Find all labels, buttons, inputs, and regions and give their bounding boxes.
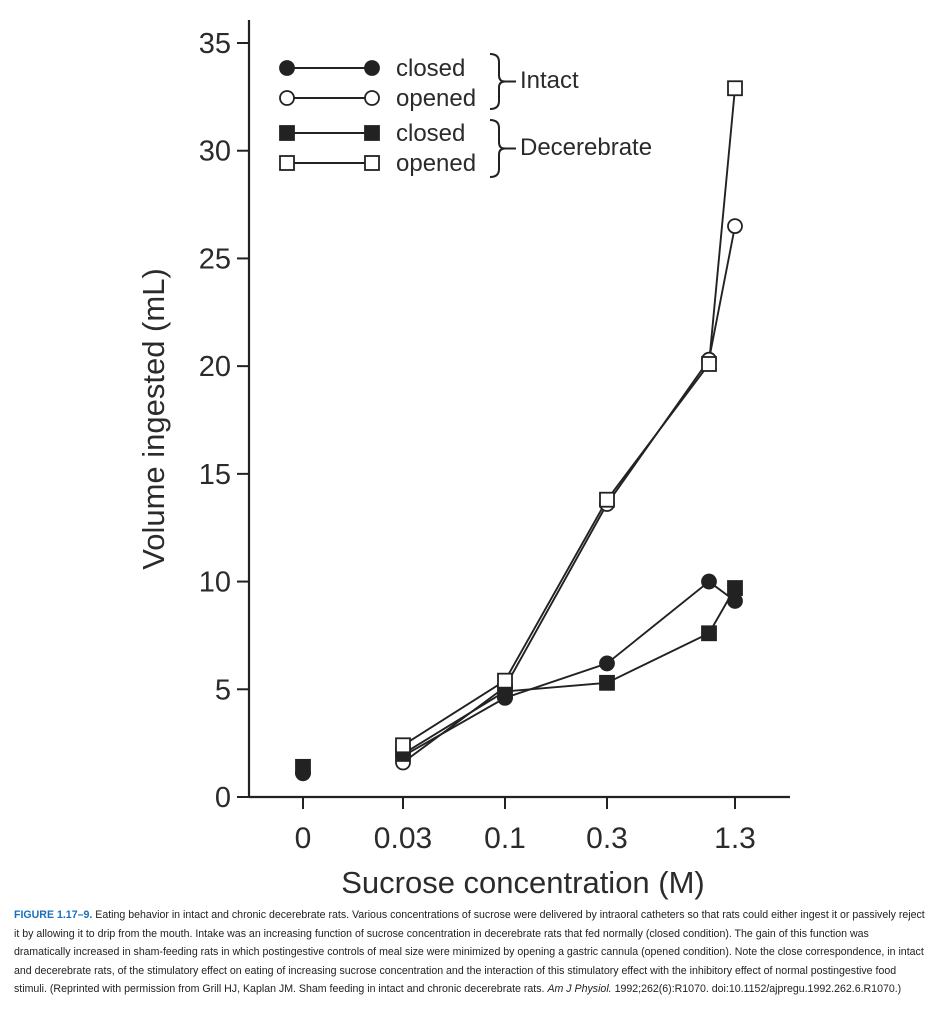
legend-marker (364, 90, 380, 106)
y-tick-label: 35 (199, 28, 231, 60)
series-line-intact-opened (402, 225, 736, 764)
legend-group-label: Decerebrate (520, 134, 652, 161)
x-axis-title: Sucrose concentration (M) (341, 865, 705, 900)
y-tick-label: 10 (199, 567, 231, 599)
series-line-decerebrate-closed (402, 587, 736, 755)
legend-marker (279, 125, 295, 141)
y-tick-label: 30 (199, 136, 231, 168)
data-point-decerebrate-opened (395, 737, 411, 754)
caption-citation: 1992;262(6):R1070. doi:10.1152/ajpregu.1… (611, 983, 902, 996)
x-tick-label: 0 (295, 822, 312, 855)
data-point-intact-closed (701, 573, 717, 590)
legend-marker (364, 155, 380, 171)
data-point-decerebrate-opened (497, 672, 513, 689)
y-tick-label: 0 (215, 782, 231, 814)
legend-brace-decerebrate (489, 119, 506, 178)
caption-journal: Am J Physiol. (547, 983, 612, 996)
data-point-intact-closed (599, 655, 615, 672)
data-point-decerebrate-closed (701, 625, 717, 642)
line-chart: 0 5 10 15 20 25 30 35 0 0.03 0.1 0.3 1.3 Sucrose conc… (136, 20, 790, 900)
data-point-intact-closed (727, 593, 743, 609)
chart-area: 0 5 10 15 20 25 30 35 0 0.03 0.1 0.3 1.3 Sucrose conc… (136, 20, 790, 900)
y-axis-title: Volume ingested (mL) (136, 268, 171, 570)
x-tick-label: 0.1 (484, 822, 526, 855)
y-tick-label: 20 (199, 351, 231, 383)
y-tick-label: 15 (199, 459, 231, 491)
legend-marker (364, 125, 380, 141)
figure-caption: FIGURE 1.17–9. Eating behavior in intact… (14, 906, 926, 999)
data-point-intact-opened (727, 218, 743, 235)
legend-marker (279, 90, 295, 106)
legend-entry-label: opened (396, 85, 476, 112)
legend-brace-intact (489, 53, 506, 110)
data-point-decerebrate-closed (599, 674, 615, 691)
series-line-decerebrate-opened (402, 88, 736, 747)
data-point-decerebrate-closed (295, 758, 311, 775)
x-tick-label: 0.03 (374, 822, 432, 855)
legend-group-label: Intact (520, 67, 579, 94)
data-point-decerebrate-opened (701, 356, 717, 372)
legend-marker (279, 155, 295, 171)
x-tick-label: 0.3 (586, 822, 628, 855)
data-point-decerebrate-opened (599, 491, 615, 508)
legend-marker (364, 60, 380, 76)
series-line-intact-closed (402, 580, 736, 757)
caption-text: Eating behavior in intact and chronic de… (14, 909, 925, 996)
y-tick-label: 5 (215, 674, 231, 706)
data-point-decerebrate-closed (727, 580, 743, 596)
data-point-decerebrate-opened (727, 80, 743, 97)
y-tick-label: 25 (199, 243, 231, 275)
legend-marker (279, 60, 295, 76)
legend-entry-label: closed (396, 55, 465, 82)
legend-entry-label: opened (396, 150, 476, 177)
legend-entry-label: closed (396, 120, 465, 147)
figure-label: FIGURE 1.17–9. (14, 909, 93, 921)
x-tick-label: 1.3 (714, 822, 756, 855)
